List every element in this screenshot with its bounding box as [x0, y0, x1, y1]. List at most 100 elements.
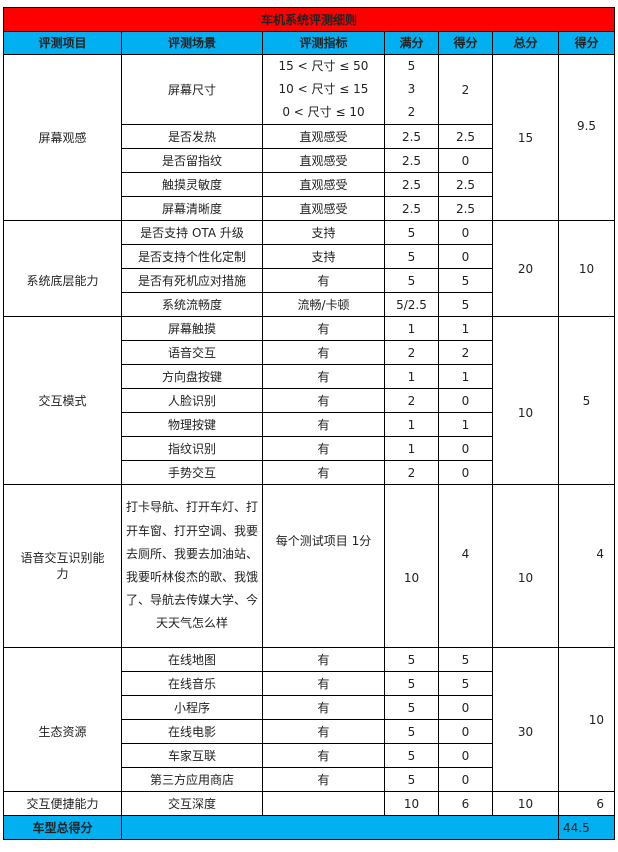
full-cell: 5 [384, 695, 439, 720]
metric-cell: 直观感受 [262, 196, 385, 221]
full-cell: 5 [384, 719, 439, 744]
table-row: 交互模式 屏幕触摸有 1 1 10 5 [3, 316, 615, 485]
got-cell: 6 [438, 791, 493, 816]
grand-total-spacer [121, 815, 559, 840]
metric-line: 0 < 尺寸 ≤ 10 [282, 105, 365, 119]
got-cell: 0 [438, 695, 493, 720]
full-cell: 5 [384, 647, 439, 672]
got-cell: 2 [438, 340, 493, 365]
full-cell: 5 [384, 244, 439, 269]
metric-line: 15 < 尺寸 ≤ 50 [278, 59, 369, 73]
got-cell: 5 [438, 268, 493, 293]
full-cell: 5 [384, 743, 439, 768]
score-cell: 10 [558, 647, 615, 792]
score-cell: 5 [558, 316, 615, 485]
metric-cell: 有 [262, 767, 385, 792]
header-total: 总分 [492, 31, 559, 55]
total-cell: 15 [492, 54, 559, 221]
scene-cell: 是否支持 OTA 升级 [121, 220, 263, 245]
got-cell: 0 [438, 460, 493, 485]
header-got: 得分 [438, 31, 493, 55]
full-cell: 2 [384, 460, 439, 485]
scene-cell: 触摸灵敏度 [121, 172, 263, 197]
full-cell: 5/2.5 [384, 292, 439, 317]
got-cell: 0 [438, 148, 493, 173]
header-metric: 评测指标 [262, 31, 385, 55]
scene-cell: 车家互联 [121, 743, 263, 768]
metric-cell: 有 [262, 743, 385, 768]
total-cell: 10 [492, 791, 559, 816]
score-cell: 10 [558, 220, 615, 317]
metric-line: 10 < 尺寸 ≤ 15 [278, 82, 369, 96]
full-cell: 1 [384, 412, 439, 437]
got-cell: 5 [438, 671, 493, 696]
grand-total-value: 44.5 [558, 815, 615, 840]
got-cell: 4 [438, 484, 493, 648]
table-row: 指纹识别有 1 0 [4, 436, 615, 461]
metric-cell [262, 791, 385, 816]
scene-cell: 系统流畅度 [121, 292, 263, 317]
header-item: 评测项目 [3, 31, 122, 55]
item-convenience: 交互便捷能力 [3, 791, 122, 816]
got-cell: 2.5 [438, 172, 493, 197]
item-screen: 屏幕观感 [3, 54, 122, 221]
metric-cell: 有 [262, 460, 385, 485]
scene-cell: 手势交互 [121, 460, 263, 485]
metric-cell: 有 [262, 695, 385, 720]
full-cell: 1 [384, 316, 439, 341]
table-row: 是否留指纹 直观感受 2.5 0 [4, 148, 615, 173]
full-line: 3 [407, 82, 416, 96]
metric-cell: 有 [262, 340, 385, 365]
score-cell: 9.5 [558, 54, 615, 221]
table-row: 系统底层能力 是否支持 OTA 升级 支持 5 0 20 10 [3, 220, 615, 317]
full-cell: 1 [384, 436, 439, 461]
item-interaction: 交互模式 [3, 316, 122, 485]
header-full: 满分 [384, 31, 439, 55]
metric-cell: 流畅/卡顿 [262, 292, 385, 317]
score-cell: 6 [558, 791, 615, 816]
got-cell: 0 [438, 244, 493, 269]
total-cell: 30 [492, 647, 559, 792]
header-score: 得分 [558, 31, 615, 55]
got-cell: 0 [438, 436, 493, 461]
scene-cell: 语音交互 [121, 340, 263, 365]
table-row: 交互便捷能力 交互深度 10 6 10 6 [3, 791, 615, 816]
table-row: 是否有死机应对措施有 5 5 [4, 268, 615, 293]
got-cell: 2.5 [438, 124, 493, 149]
full-cell: 2 [384, 388, 439, 413]
metric-cell: 有 [262, 719, 385, 744]
metric-cell: 有 [262, 388, 385, 413]
table-row: 触摸灵敏度 直观感受 2.5 2.5 [4, 172, 615, 197]
table-row: 语音交互识别能力 打卡导航、打开车灯、打开车窗、打开空调、我要去厕所、我要去加油… [3, 484, 615, 648]
scene-cell: 是否留指纹 [121, 148, 263, 173]
scene-cell: 方向盘按键 [121, 364, 263, 389]
metric-cell: 直观感受 [262, 148, 385, 173]
full-cell: 5 [384, 671, 439, 696]
scene-cell: 指纹识别 [121, 436, 263, 461]
total-cell: 10 [492, 484, 559, 648]
item-ecosystem: 生态资源 [3, 647, 122, 792]
scene-cell: 人脸识别 [121, 388, 263, 413]
table-row: 是否发热 直观感受 2.5 2.5 [4, 124, 615, 149]
item-system: 系统底层能力 [3, 220, 122, 317]
header-scene: 评测场景 [121, 31, 263, 55]
scene-cell: 屏幕触摸 [121, 316, 263, 341]
scene-cell: 是否发热 [121, 124, 263, 149]
table-row: 人脸识别有 2 0 [4, 388, 615, 413]
scene-cell: 是否有死机应对措施 [121, 268, 263, 293]
got-cell: 0 [438, 767, 493, 792]
got-cell: 0 [438, 388, 493, 413]
total-cell: 10 [492, 316, 559, 485]
got-cell: 1 [438, 316, 493, 341]
got-cell: 1 [438, 412, 493, 437]
table-row: 第三方应用商店有 5 0 [4, 767, 615, 792]
scene-cell: 小程序 [121, 695, 263, 720]
full-cell: 5 3 2 [384, 54, 439, 125]
got-cell: 2 [438, 54, 493, 125]
grand-total-row: 车型总得分 44.5 [3, 815, 615, 840]
scene-cell: 在线音乐 [121, 671, 263, 696]
got-cell: 0 [438, 220, 493, 245]
full-cell: 1 [384, 364, 439, 389]
table-row: 是否支持个性化定制 支持 5 0 [4, 244, 615, 269]
scene-cell: 交互深度 [121, 791, 263, 816]
